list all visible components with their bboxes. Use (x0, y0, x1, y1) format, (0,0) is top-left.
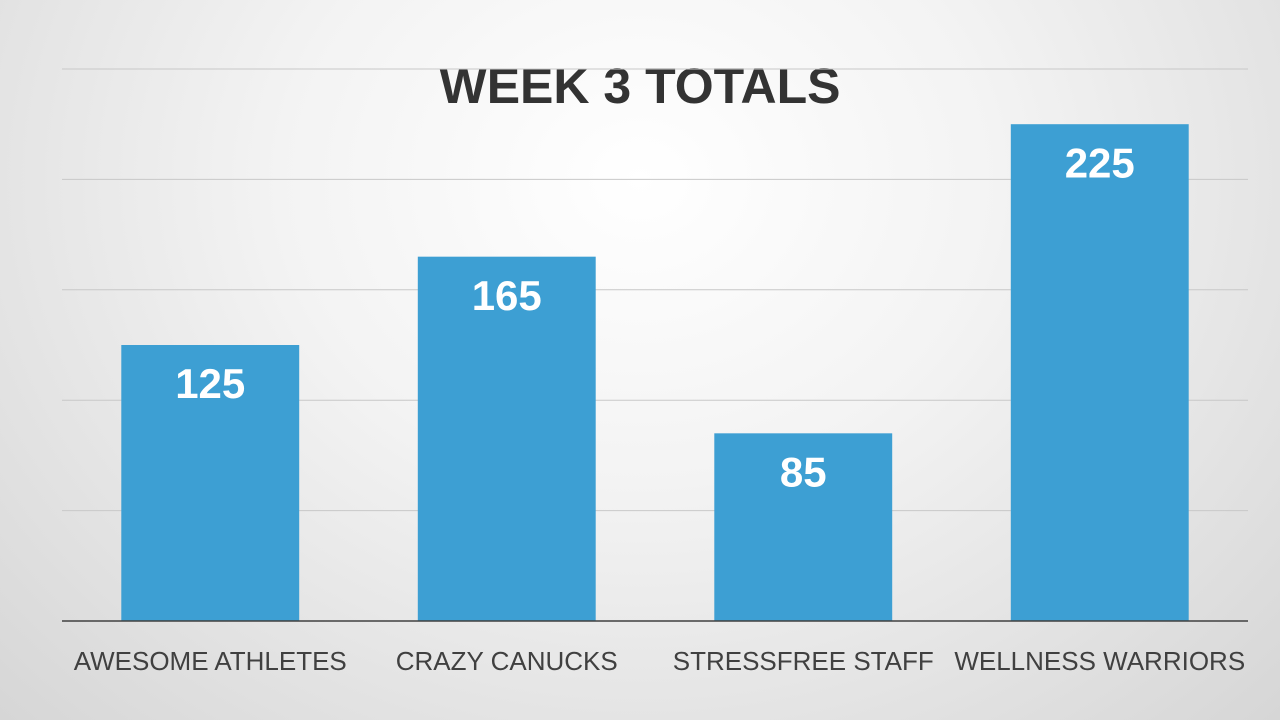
bar (417, 256, 596, 621)
data-label: 125 (175, 360, 245, 407)
x-tick-label: WELLNESS WARRIORS (954, 646, 1245, 676)
bar (714, 433, 893, 621)
bar (121, 345, 300, 621)
data-label: 85 (780, 448, 827, 495)
chart-title: WEEK 3 TOTALS (440, 58, 841, 114)
data-label: 225 (1065, 139, 1135, 186)
x-tick-label: CRAZY CANUCKS (396, 646, 618, 676)
x-tick-label: AWESOME ATHLETES (74, 646, 347, 676)
bar (1010, 124, 1189, 621)
data-label: 165 (472, 272, 542, 319)
x-tick-label: STRESSFREE STAFF (673, 646, 934, 676)
